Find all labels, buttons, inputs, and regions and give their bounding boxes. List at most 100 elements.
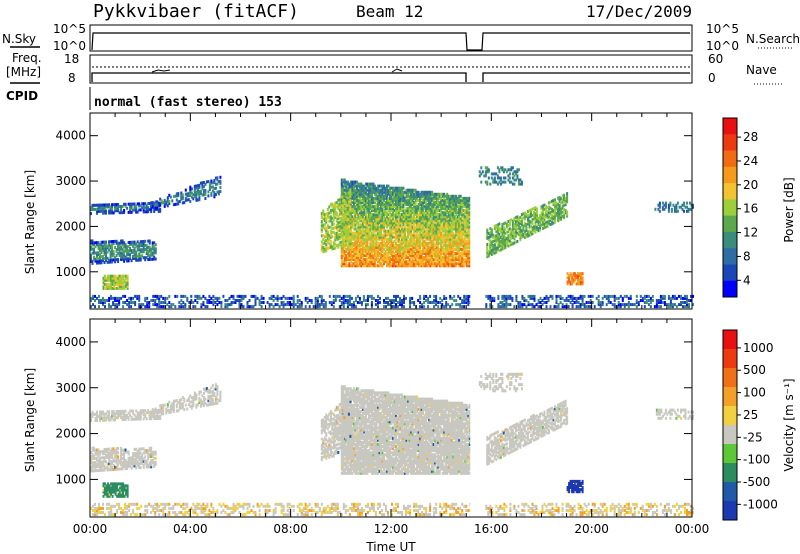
power-cell [100,209,103,213]
power-cell [115,254,118,258]
power-cell [386,241,388,245]
power-cell [431,233,434,237]
power-cell [195,190,198,194]
power-cell [458,243,461,247]
power-cell [377,235,379,239]
power-cell [326,234,329,238]
power-cell [123,274,126,278]
power-cell [192,193,195,197]
power-cell [407,260,410,264]
power-cell [343,229,346,233]
power-cell [537,223,540,226]
power-cell [456,237,459,241]
power-cell [443,241,446,245]
power-cell [341,234,344,238]
power-cell [135,254,138,258]
power-cell [387,223,390,227]
power-cell [527,232,529,236]
power-cell [432,229,435,233]
power-cell [144,305,147,309]
power-cell [354,215,357,219]
power-cell [408,209,411,213]
power-cell [410,213,413,217]
power-cell [425,247,428,251]
power-cell [658,209,661,213]
power-cell [100,249,103,252]
power-cell [657,203,660,207]
power-cell [398,231,400,235]
power-cell [428,250,431,253]
power-cell [443,243,446,247]
power-cell [136,294,139,298]
power-cell [349,254,352,258]
power-cell [402,245,405,249]
power-cell [386,231,388,235]
freq-panel: Freq. [MHz] 18 8 60 0 Nave [6,51,784,85]
power-cell [114,203,117,207]
power-cell [441,245,444,249]
power-cell [198,198,201,202]
power-cell [341,201,344,205]
power-cell [322,242,325,245]
power-cell [396,192,399,196]
power-cell [184,192,187,196]
power-cell [164,296,167,300]
power-cell [498,170,501,174]
power-cell [361,186,364,190]
power-cell [450,215,453,219]
power-cell [354,180,357,184]
power-cell [348,186,351,190]
power-cell [441,250,444,253]
power-cell [428,190,431,194]
power-cell [390,247,393,251]
power-cell [195,184,198,188]
power-cell [462,231,465,235]
power-cell [387,207,390,211]
power-cell [346,230,349,234]
power-cell [465,243,468,247]
power-cell [98,301,100,304]
power-cell [426,247,429,251]
power-cell [292,299,295,302]
power-cell [422,192,425,196]
power-cell [386,198,388,202]
power-cell [104,301,106,304]
power-cell [449,205,452,209]
power-cell [428,260,431,264]
power-cell [395,227,397,231]
power-cell [375,241,378,245]
power-cell [444,264,447,268]
power-cell [360,213,363,217]
power-cell [369,207,372,211]
power-cell [450,247,453,251]
power-cell [420,237,423,241]
power-cell [98,305,100,309]
power-cell [102,303,104,307]
power-cell [375,227,378,231]
power-cell [357,250,360,253]
power-cell [444,225,447,229]
power-cell [375,211,378,215]
power-cell [184,188,187,192]
power-cell [431,254,434,258]
power-cell [540,223,543,227]
power-cell [511,176,514,180]
power-cell [432,223,435,227]
power-cell [444,203,447,206]
power-cell [531,213,534,217]
power-cell [102,301,104,304]
power-cell [118,253,121,257]
power-cell [387,233,390,237]
power-cell [354,245,357,249]
power-cell [154,301,157,304]
power-cell [357,256,360,260]
power-cell [435,213,438,217]
power-cell [523,221,526,225]
power-cell [395,203,397,206]
power-cell [468,264,471,268]
power-cell [422,205,425,209]
power-cell [389,211,391,215]
power-cell [681,207,684,211]
power-cell [195,194,198,198]
power-cell [380,229,382,233]
